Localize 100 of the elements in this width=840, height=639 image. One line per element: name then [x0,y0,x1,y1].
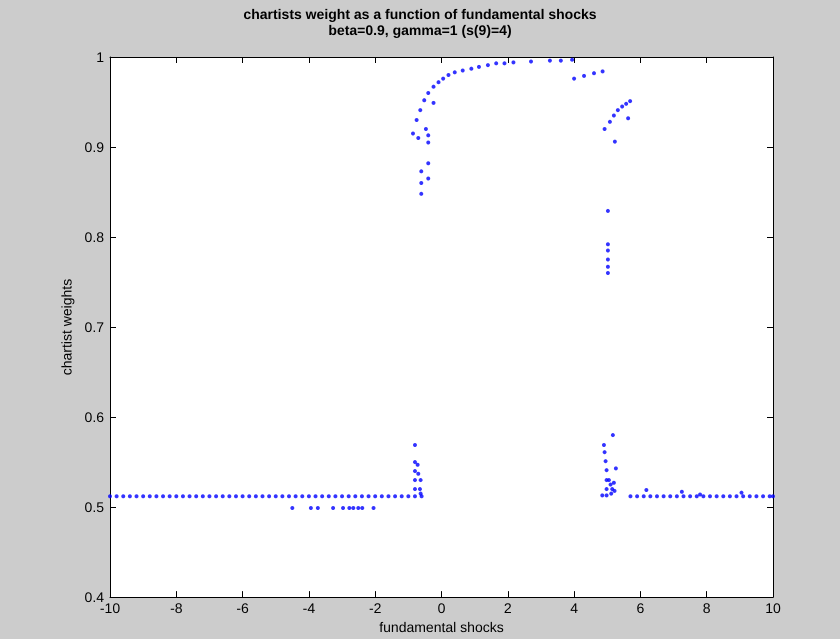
point [674,494,679,498]
point [761,494,766,498]
point [300,494,304,498]
point [734,494,739,498]
point [418,487,422,492]
point [267,494,272,498]
point [602,450,607,454]
point [610,433,615,438]
x-tick-label: -4 [302,600,316,616]
x-tick-label: 8 [702,600,711,616]
point [728,494,732,498]
y-tick-label: 0.5 [84,499,104,516]
point [114,494,119,498]
point [604,468,609,472]
point [654,494,659,498]
point [419,181,424,186]
point [424,127,428,132]
point [254,494,258,498]
point [412,442,417,447]
point [680,490,684,494]
point [476,64,481,69]
point [606,264,610,269]
point [180,494,185,498]
point [426,133,430,138]
point [194,494,198,498]
point [366,494,371,498]
point [624,102,628,106]
point [410,132,415,136]
point [612,480,616,485]
point [494,61,498,66]
point [412,487,417,492]
y-tick-label: 0.8 [84,229,104,246]
point [418,108,422,112]
point [214,494,218,498]
point [748,494,752,498]
y-tick-label: 0.6 [84,409,104,426]
point [386,494,390,498]
x-tick-label: 6 [636,600,644,616]
point [360,494,364,498]
point [419,192,424,196]
point [174,494,178,498]
point [426,140,430,145]
point [316,506,320,510]
point [511,60,516,64]
point [754,494,758,498]
point [294,494,298,498]
point [740,490,744,495]
point [604,459,608,464]
point [280,494,284,498]
point [502,61,506,66]
point [134,494,139,498]
point [694,494,699,498]
point [441,76,446,81]
point [612,114,616,118]
point [306,494,311,498]
point [606,248,610,253]
x-tick-label: -6 [236,600,250,616]
point [341,506,346,510]
point [360,506,364,510]
point [606,242,610,246]
point [606,258,610,262]
point [620,104,624,109]
point [308,506,313,510]
point [548,58,552,63]
point [333,494,338,498]
point [688,494,692,498]
point [351,506,356,510]
point [207,494,212,498]
point [326,494,331,498]
point [418,478,423,482]
point [558,58,563,63]
point [406,494,410,498]
point [419,169,424,174]
point [314,494,318,498]
point [452,70,457,74]
point [200,494,205,498]
point [148,494,152,498]
point [412,478,417,482]
point [416,472,420,476]
point [446,73,450,77]
x-axis-title: fundamental shocks [379,619,504,635]
point [372,506,376,510]
point [400,494,404,498]
chart-title: chartists weight as a function of fundamental shocks [243,6,597,22]
point [682,494,686,498]
point [708,494,712,498]
point [353,494,358,498]
point [432,84,436,89]
point [469,66,474,71]
point [644,488,648,492]
point [612,140,617,144]
point [714,494,719,498]
y-tick-label: 1 [96,49,104,65]
point [380,494,384,498]
point [414,118,419,122]
point [426,161,430,166]
point [412,460,417,464]
point [604,493,609,498]
point [141,494,146,498]
x-tick-label: -2 [368,600,382,616]
